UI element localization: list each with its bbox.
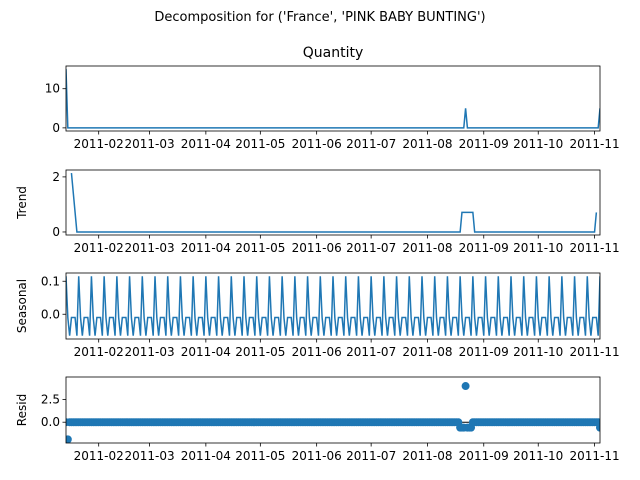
- x-tick-label: 2011-04: [181, 449, 231, 463]
- x-tick-label: 2011-02: [74, 345, 124, 359]
- y-tick-label: 2: [52, 170, 60, 184]
- panel-seasonal: Seasonal 0.0 0.1 2011-02 2011-03 2011-04 2011-…: [15, 272, 620, 359]
- x-tick-label: 2011-06: [292, 241, 342, 255]
- x-tick-label: 2011-08: [402, 449, 452, 463]
- resid-point: [596, 423, 600, 432]
- y-axis-label: Resid: [15, 394, 29, 426]
- y-tick-label: 0.1: [41, 274, 60, 288]
- x-tick-label: 2011-10: [513, 241, 563, 255]
- x-tick-label: 2011-09: [459, 137, 509, 151]
- x-tick-label: 2011-07: [346, 137, 396, 151]
- series-line: [66, 69, 600, 129]
- y-axis-label: Trend: [15, 186, 29, 220]
- axes-frame: [65, 272, 601, 340]
- figure-suptitle: Decomposition for ('France', 'PINK BABY …: [154, 10, 485, 25]
- y-axis-label: Seasonal: [15, 279, 29, 333]
- x-tick-label: 2011-05: [235, 345, 285, 359]
- x-tick-label: 2011-08: [402, 345, 452, 359]
- x-tick-label: 2011-10: [513, 137, 563, 151]
- x-tick-label: 2011-06: [292, 449, 342, 463]
- resid-point: [66, 435, 72, 443]
- y-tick-label: 0: [52, 121, 60, 135]
- x-tick-label: 2011-03: [124, 137, 174, 151]
- x-tick-label: 2011-03: [124, 345, 174, 359]
- y-tick-label: 0.0: [41, 307, 60, 321]
- x-tick-label: 2011-08: [402, 137, 452, 151]
- x-tick-label: 2011-06: [292, 137, 342, 151]
- x-tick-label: 2011-10: [513, 345, 563, 359]
- x-tick-label: 2011-04: [181, 137, 231, 151]
- x-tick-label: 2011-04: [181, 345, 231, 359]
- x-tick-label: 2011-11: [569, 345, 619, 359]
- x-tick-label: 2011-03: [124, 241, 174, 255]
- axes-frame: [65, 169, 601, 236]
- resid-point: [461, 382, 470, 391]
- panel-resid: Resid 0.0 2.5 2011-02 2011-03 2011-04 2011-05 2…: [15, 376, 620, 463]
- x-tick-label: 2011-03: [124, 449, 174, 463]
- x-tick-label: 2011-05: [235, 241, 285, 255]
- axes-frame: [65, 376, 601, 444]
- x-tick-label: 2011-09: [459, 241, 509, 255]
- x-tick-label: 2011-11: [569, 241, 619, 255]
- x-tick-label: 2011-05: [235, 137, 285, 151]
- y-tick-label: 0.0: [41, 415, 60, 429]
- x-tick-label: 2011-10: [513, 449, 563, 463]
- panel-title: Quantity: [303, 45, 364, 61]
- x-tick-label: 2011-05: [235, 449, 285, 463]
- x-tick-label: 2011-09: [459, 345, 509, 359]
- series-line: [70, 172, 598, 233]
- y-tick-label: 0: [52, 225, 60, 239]
- x-tick-label: 2011-02: [74, 449, 124, 463]
- y-tick-label: 10: [45, 82, 60, 96]
- x-tick-label: 2011-02: [74, 137, 124, 151]
- panel-trend: Trend 0 2 2011-02 2011-03 2011-04 2011-05 2011-…: [15, 169, 620, 255]
- x-tick-label: 2011-08: [402, 241, 452, 255]
- x-tick-label: 2011-09: [459, 449, 509, 463]
- x-tick-label: 2011-02: [74, 241, 124, 255]
- x-tick-label: 2011-11: [569, 137, 619, 151]
- panel-observed: Quantity 0 10 2011-02 2011-03 2011-04 2011-05 2…: [45, 45, 620, 151]
- x-tick-label: 2011-06: [292, 345, 342, 359]
- y-tick-label: 2.5: [41, 393, 60, 407]
- series-line: [66, 276, 600, 336]
- x-tick-label: 2011-11: [569, 449, 619, 463]
- x-tick-label: 2011-07: [346, 345, 396, 359]
- axes-frame: [65, 65, 601, 132]
- x-tick-label: 2011-07: [346, 449, 396, 463]
- x-tick-label: 2011-04: [181, 241, 231, 255]
- x-tick-label: 2011-07: [346, 241, 396, 255]
